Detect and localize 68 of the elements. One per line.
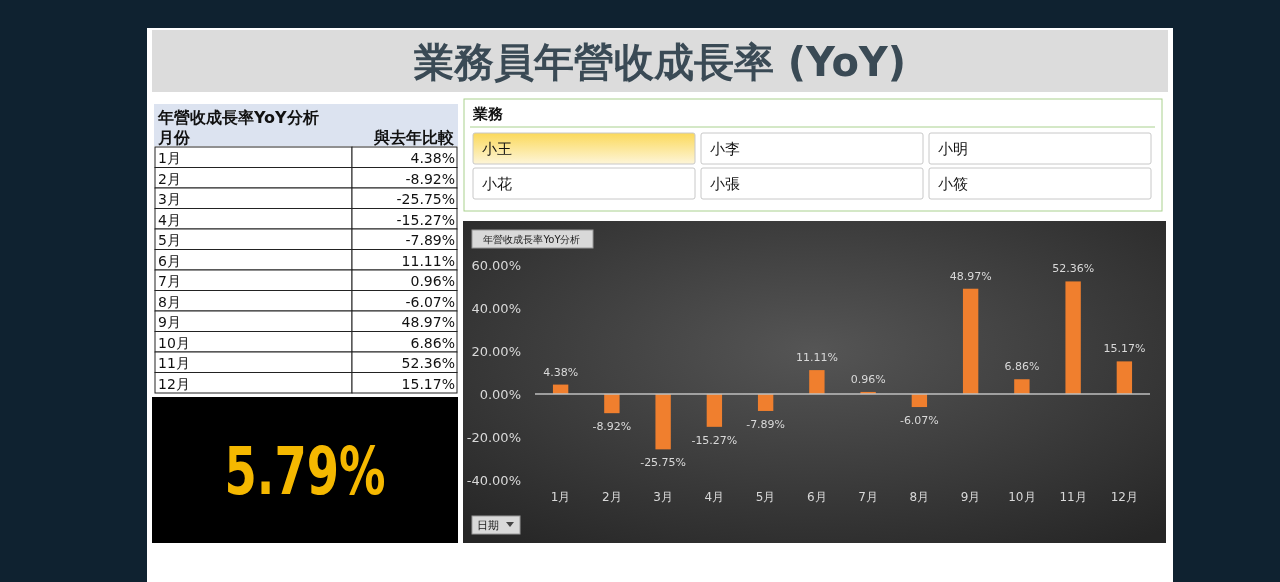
chart-subtitle: 年營收成長率YoY分析 [483,234,581,245]
x-tick-label: 4月 [704,490,725,504]
text: 小明 [938,140,968,158]
category-label: 9月 [158,314,181,330]
text: 48.97% [401,314,455,330]
text: -6.07% [405,293,455,310]
category-label: 8月 [158,293,181,310]
text: 5.79% [224,432,386,511]
y-tick-label: -40.00% [466,473,521,488]
data-label: 48.97% [949,269,992,283]
text: 0.96% [410,273,455,289]
data-label: 0.96% [850,372,886,386]
x-tick-label: 11月 [1059,490,1087,504]
text: 15.17% [401,375,455,392]
y-tick-label: 40.00% [471,301,521,316]
category-label: 10月 [158,334,190,351]
text: 4.38% [410,150,455,166]
data-label: -8.92% [592,420,632,434]
category-label: 4月 [158,211,181,228]
y-tick-label: 20.00% [471,344,521,359]
data-label: 6.86% [1004,360,1040,374]
y-tick-label: 60.00% [471,258,521,273]
data-label: -25.75% [640,456,687,470]
text: 業務 [472,105,504,123]
x-tick-label: 7月 [858,490,878,504]
text: 小花 [482,175,512,193]
data-label: -6.07% [899,414,939,428]
text: 年營收成長率YoY分析 [157,108,319,127]
x-tick-label: 2月 [602,490,622,504]
text: 52.36% [401,355,455,371]
x-tick-label: 10月 [1008,490,1036,504]
category-label: 7月 [158,273,181,289]
text: 11.11% [401,252,455,269]
data-label: 15.17% [1103,342,1146,356]
text: 小王 [482,140,512,158]
data-label: 4.38% [543,365,579,379]
data-label: 11.11% [795,351,838,365]
text: -7.89% [405,232,455,248]
category-label: 2月 [158,170,181,187]
category-label: 12月 [158,375,190,392]
category-label: 6月 [158,252,181,269]
x-tick-label: 12月 [1110,490,1139,504]
text: 小李 [710,140,740,158]
category-label: 3月 [158,191,181,207]
x-tick-label: 5月 [755,490,776,504]
category-label: 1月 [158,150,181,166]
x-tick-label: 8月 [909,490,930,504]
x-tick-label: 3月 [653,490,673,504]
x-axis-title: 日期 [477,519,499,532]
x-tick-label: 9月 [960,490,981,504]
text: -15.27% [396,211,455,228]
text: 與去年比較 [373,128,455,147]
data-label: -15.27% [691,433,738,447]
text: 月份 [157,128,191,147]
chart-title: 業務員年營收成長率 (YoY) [412,39,907,85]
category-label: 11月 [158,355,190,371]
data-label: -7.89% [746,417,786,431]
category-label: 5月 [158,232,181,248]
y-tick-label: 0.00% [479,387,521,402]
text: 小張 [710,175,740,193]
x-tick-label: 1月 [550,490,571,504]
text: 6.86% [410,334,455,351]
data-label: 52.36% [1052,262,1095,276]
text: 小筱 [938,175,968,193]
x-tick-label: 6月 [807,490,827,504]
text: -25.75% [396,191,455,207]
text: -8.92% [405,170,455,187]
y-tick-label: -20.00% [466,430,521,445]
